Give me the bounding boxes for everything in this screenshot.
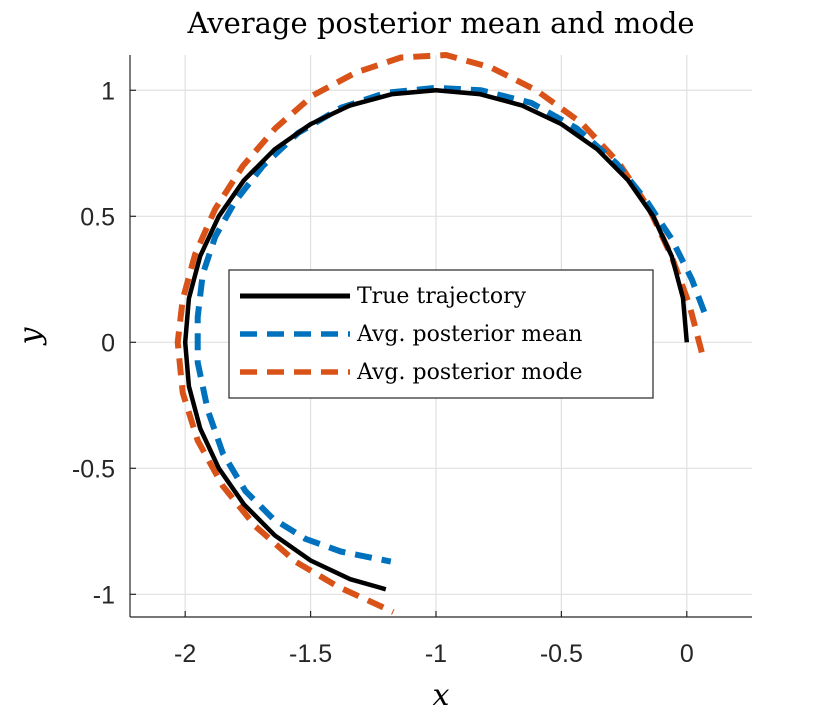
- series-posterior-mode: [174, 52, 705, 615]
- x-tick-label: 0: [680, 640, 694, 668]
- y-tick-label: 1: [101, 77, 115, 105]
- y-tick-label: -0.5: [72, 455, 115, 483]
- chart-title: Average posterior mean and mode: [186, 6, 694, 40]
- y-tick-label: 0.5: [80, 203, 115, 231]
- x-tick-label: -2: [174, 640, 196, 668]
- legend-label-mode: Avg. posterior mode: [356, 360, 583, 385]
- x-tick-label: -0.5: [540, 640, 583, 668]
- y-tick-label: -1: [93, 581, 115, 609]
- x-tick-label: -1: [425, 640, 447, 668]
- x-axis-label: x: [433, 678, 450, 713]
- legend-label-mean: Avg. posterior mean: [356, 322, 582, 347]
- y-tick-label: 0: [101, 329, 115, 357]
- legend: True trajectory Avg. posterior mean Avg.…: [228, 269, 654, 399]
- series-posterior-mean: [194, 84, 708, 565]
- series-true-trajectory: [182, 88, 690, 592]
- legend-label-true: True trajectory: [357, 284, 527, 309]
- ticks: -2 -1.5 -1 -0.5 0 -1 -0.5 0 0.5 1: [72, 77, 694, 668]
- x-tick-label: -1.5: [289, 640, 332, 668]
- axes: [129, 55, 752, 618]
- y-axis-label: y: [13, 326, 48, 346]
- series-layer: [174, 52, 708, 615]
